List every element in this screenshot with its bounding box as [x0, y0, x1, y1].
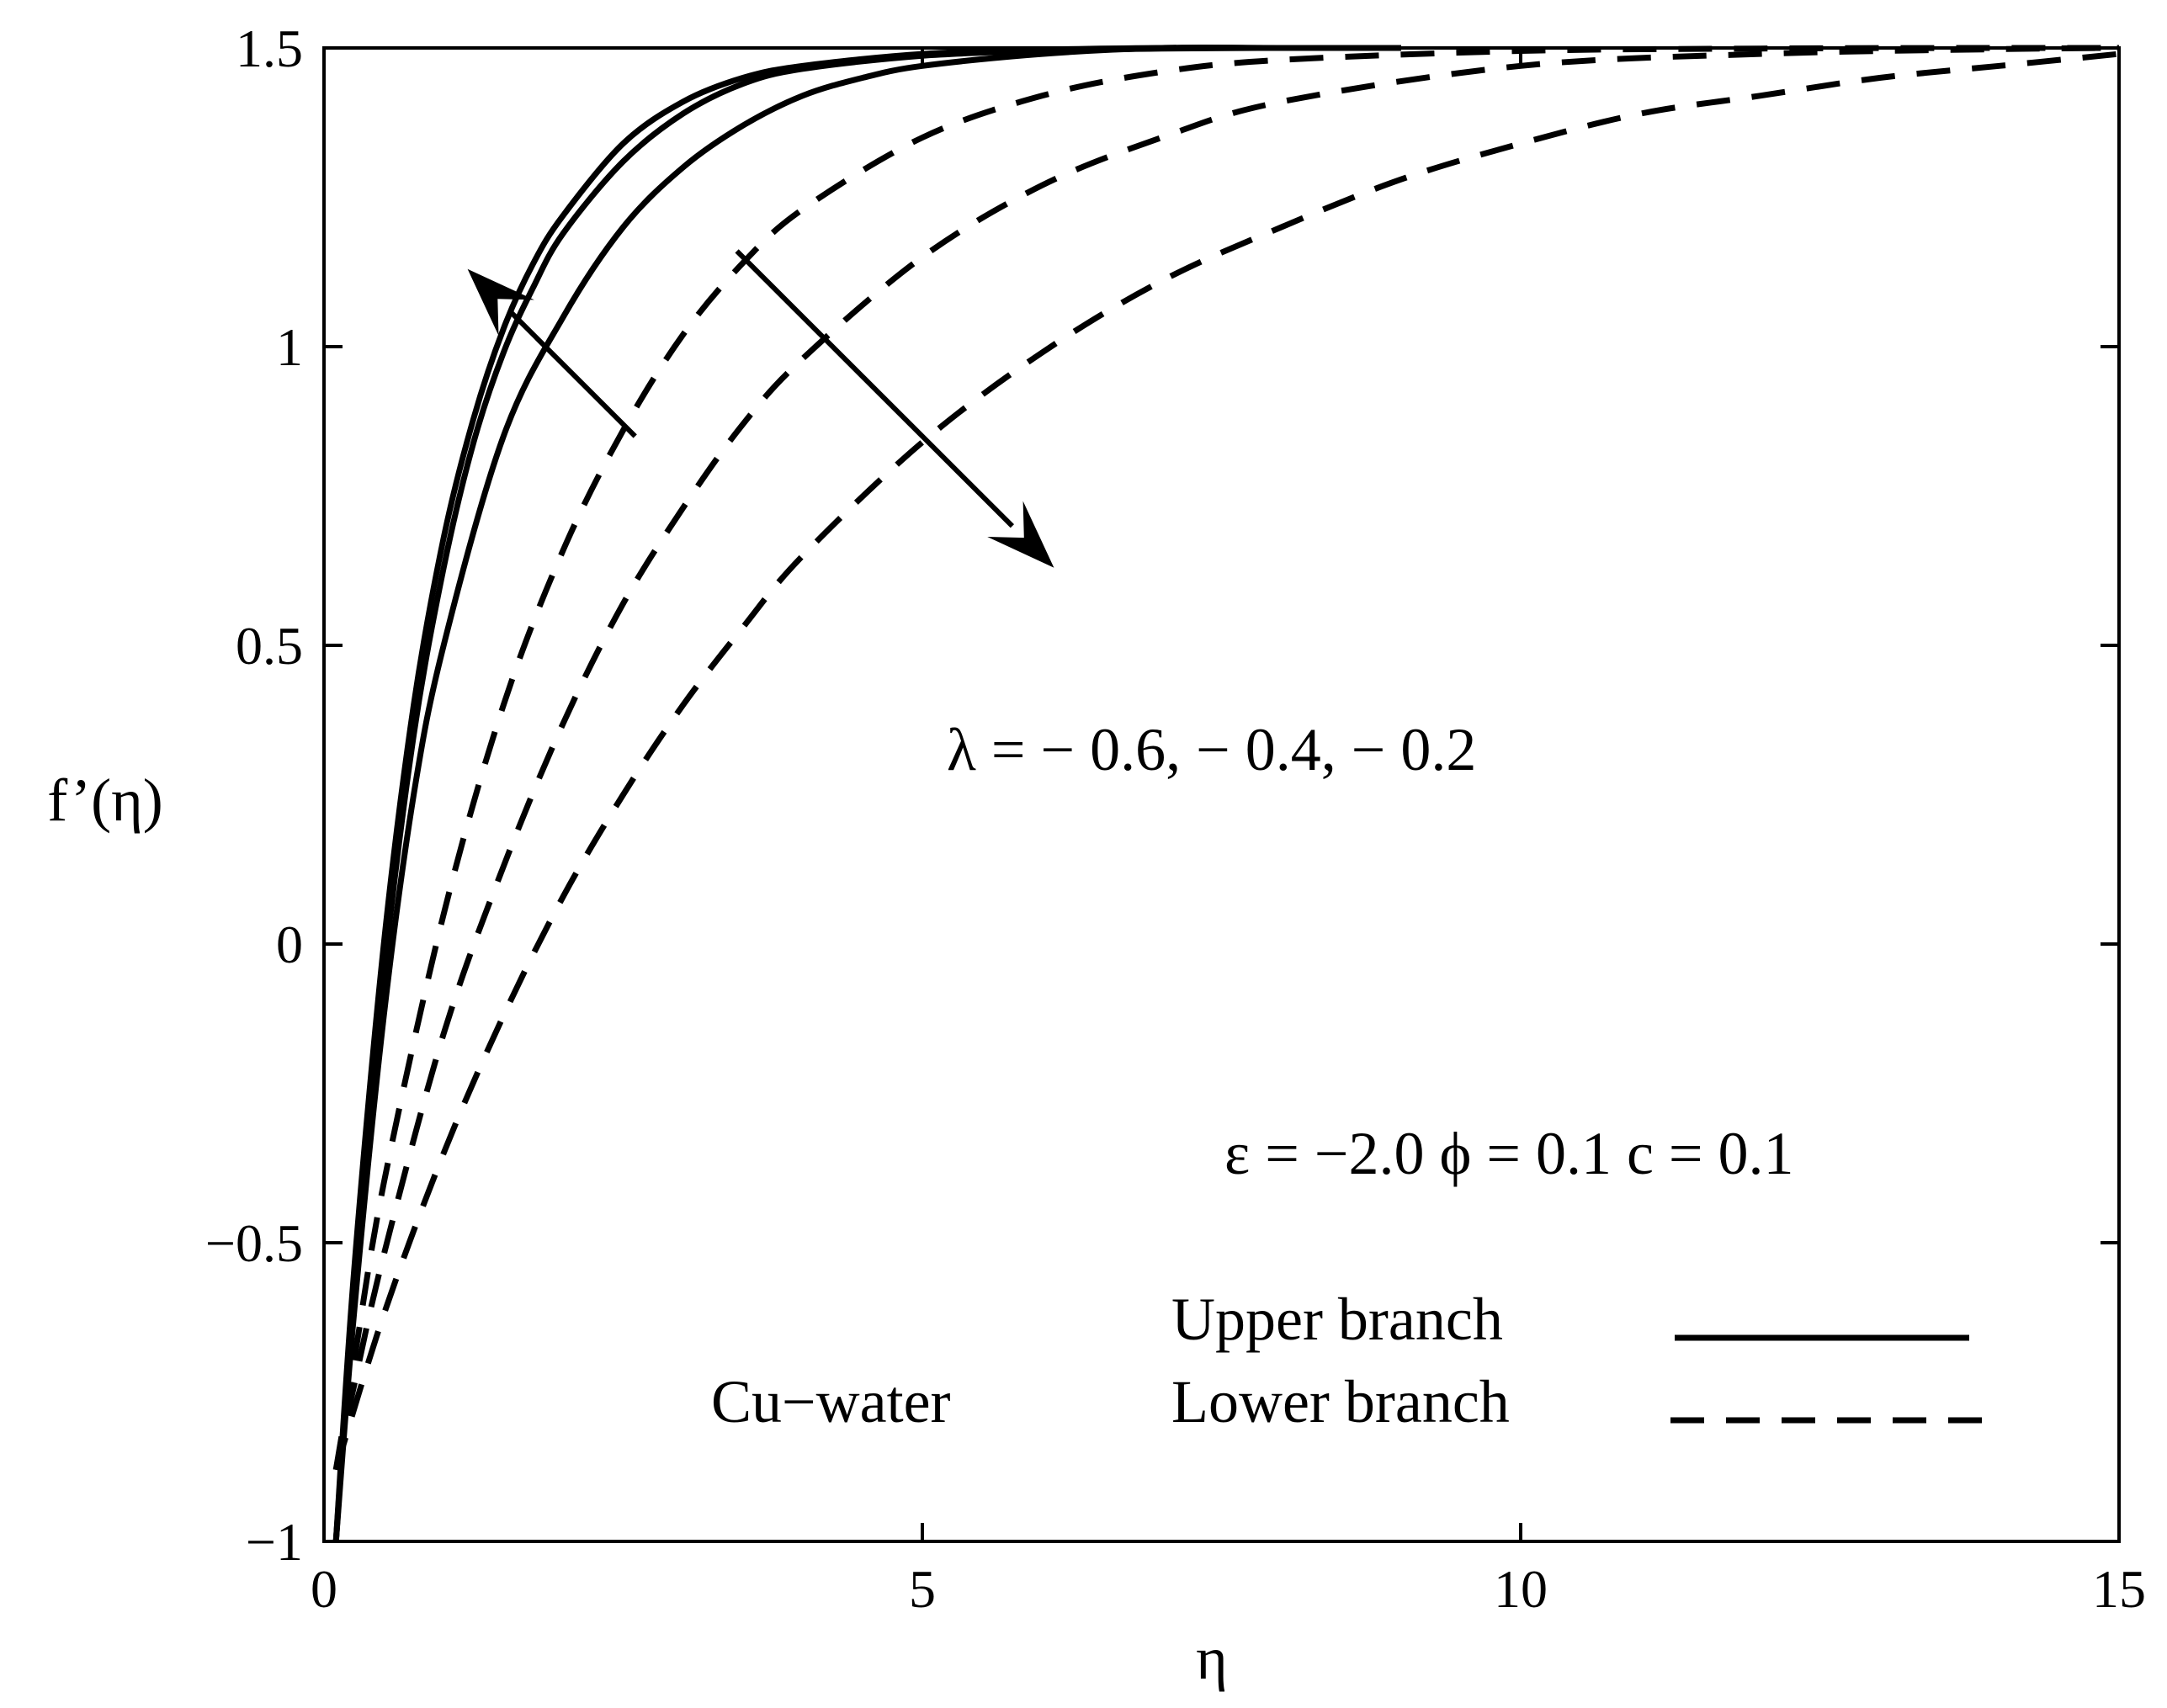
upper-branch-curve — [332, 45, 1401, 1542]
x-tick-label: 5 — [909, 1559, 936, 1619]
legend-upper-label: Upper branch — [1171, 1286, 1503, 1353]
arrows — [467, 249, 1054, 568]
lower-branch-curve — [332, 50, 2120, 1471]
curves — [332, 44, 2120, 1542]
y-tick-label: −0.5 — [205, 1213, 303, 1273]
fluid-annotation: Cu−water — [711, 1368, 951, 1435]
x-tick-label: 0 — [311, 1559, 337, 1619]
arrow-shaft — [507, 309, 637, 438]
arrow-shaft — [735, 249, 1015, 528]
legend-lower-label: Lower branch — [1171, 1368, 1510, 1435]
y-tick-label: 0.5 — [236, 616, 303, 676]
y-tick-label: 1 — [276, 317, 303, 377]
upper-branch-curve — [332, 44, 1401, 1542]
ticks: 0 5 10 15 −1 −0.5 0 0.5 1 1.5 — [205, 19, 2146, 1619]
arrow-head — [987, 501, 1054, 568]
lambda-annotation: λ = − 0.6, − 0.4, − 0.2 — [947, 716, 1476, 783]
y-axis-title: f’(η) — [47, 766, 163, 834]
y-tick-label: −1 — [246, 1512, 303, 1572]
y-tick-label: 1.5 — [236, 19, 303, 78]
x-tick-label: 15 — [2092, 1559, 2146, 1619]
arrow-head — [467, 268, 534, 336]
lower-branch-curve — [332, 45, 2120, 1471]
legend: Upper branch Lower branch — [1171, 1286, 1982, 1435]
x-axis-title: η — [1196, 1625, 1228, 1692]
x-tick-label: 10 — [1494, 1559, 1548, 1619]
y-tick-label: 0 — [276, 915, 303, 974]
params-annotation: ε = −2.0 ϕ = 0.1 c = 0.1 — [1224, 1120, 1794, 1187]
